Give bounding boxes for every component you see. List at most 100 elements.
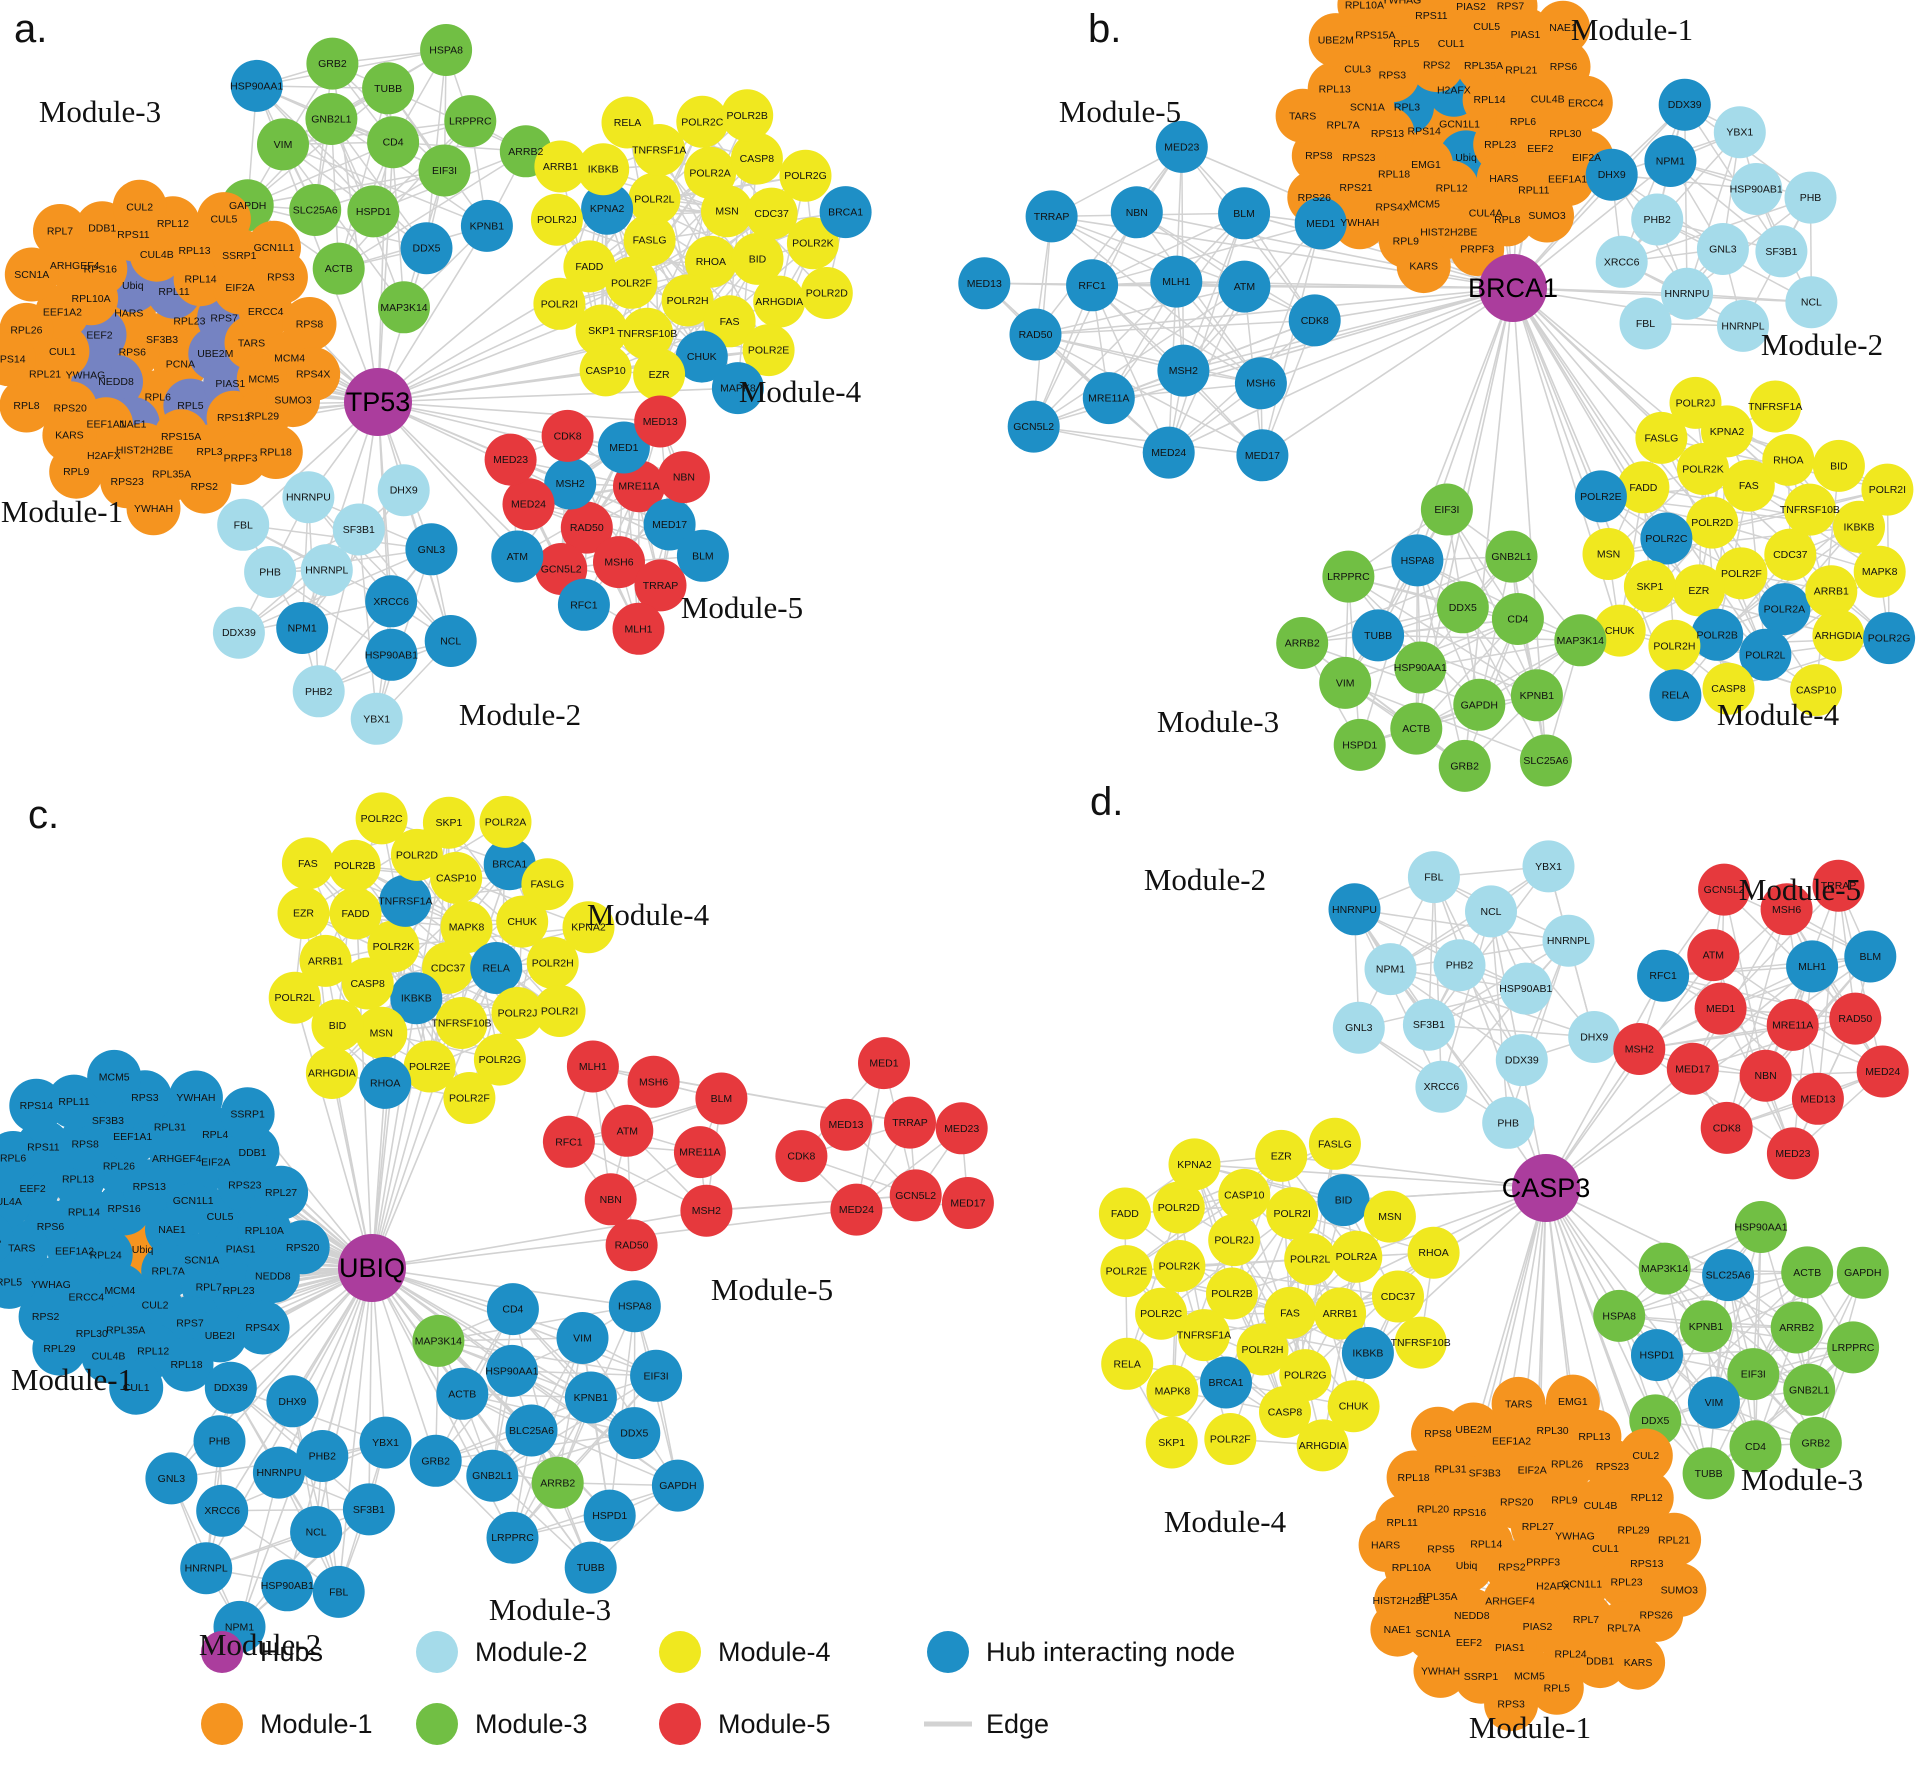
node-YWHAH[interactable] xyxy=(126,481,181,536)
node-YBX1[interactable] xyxy=(1522,840,1575,893)
node-CUL4A[interactable] xyxy=(0,1174,32,1229)
node-BRCA1[interactable] xyxy=(819,186,872,239)
node-HSPD1[interactable] xyxy=(583,1489,636,1542)
node-DDX5[interactable] xyxy=(1436,581,1489,634)
node-ARRB1[interactable] xyxy=(299,934,352,987)
node-GRB2[interactable] xyxy=(1438,739,1491,792)
node-HSP90AB1[interactable] xyxy=(261,1559,314,1612)
node-SCN1A[interactable] xyxy=(4,247,59,302)
node-KPNA2[interactable] xyxy=(581,182,634,235)
node-RPS20[interactable] xyxy=(275,1220,330,1275)
node-SF3B1[interactable] xyxy=(1402,998,1455,1051)
node-MLH1[interactable] xyxy=(612,602,665,655)
node-KPNA2[interactable] xyxy=(1168,1138,1221,1191)
node-TRRAP[interactable] xyxy=(1025,190,1078,243)
node-ARRB2[interactable] xyxy=(1770,1301,1823,1354)
node-NCL[interactable] xyxy=(424,615,477,667)
node-DDX39[interactable] xyxy=(204,1361,257,1414)
node-GAPDH[interactable] xyxy=(1836,1246,1889,1299)
node-TNFRSF10B[interactable] xyxy=(435,997,488,1049)
node-BID[interactable] xyxy=(311,999,364,1052)
node-PHB2[interactable] xyxy=(292,665,345,718)
node-HSPD1[interactable] xyxy=(1333,718,1386,771)
node-POLR2I[interactable] xyxy=(533,277,586,330)
node-POLR2B[interactable] xyxy=(1206,1267,1258,1320)
node-HNRNPL[interactable] xyxy=(1717,299,1769,352)
node-RFC1[interactable] xyxy=(557,578,610,631)
node-MED23[interactable] xyxy=(935,1102,988,1155)
node-MAP3K14[interactable] xyxy=(378,281,430,334)
node-PHB[interactable] xyxy=(1482,1096,1535,1149)
node-DDB1[interactable] xyxy=(1573,1634,1628,1689)
node-MED17[interactable] xyxy=(1666,1042,1719,1095)
node-SF3B1[interactable] xyxy=(332,503,385,556)
node-VIM[interactable] xyxy=(257,118,309,171)
node-POLR2H[interactable] xyxy=(1648,619,1701,672)
node-MLH1[interactable] xyxy=(566,1040,619,1093)
node-CDC37[interactable] xyxy=(745,187,798,240)
node-HNRNPU[interactable] xyxy=(282,471,335,524)
node-POLR2C[interactable] xyxy=(1640,512,1693,565)
node-FASLG[interactable] xyxy=(1308,1117,1361,1170)
node-MSH2[interactable] xyxy=(680,1184,733,1237)
node-MED13[interactable] xyxy=(820,1098,872,1151)
node-MAP3K14[interactable] xyxy=(412,1314,465,1367)
node-YBX1[interactable] xyxy=(359,1416,412,1469)
node-GNL3[interactable] xyxy=(1332,1001,1385,1054)
node-MED23[interactable] xyxy=(1766,1127,1819,1180)
node-HNRNPL[interactable] xyxy=(180,1542,233,1595)
node-SUMO3[interactable] xyxy=(1652,1563,1707,1617)
node-SKP1[interactable] xyxy=(1145,1416,1198,1469)
node-RPL9[interactable] xyxy=(49,444,104,499)
node-RFC1[interactable] xyxy=(542,1115,595,1168)
node-MED24[interactable] xyxy=(502,478,555,531)
node-MSH2[interactable] xyxy=(544,457,597,510)
node-RFC1[interactable] xyxy=(1066,259,1119,312)
node-RPL5[interactable] xyxy=(0,1254,36,1309)
node-RPL21[interactable] xyxy=(1647,1512,1702,1567)
node-SSRP1[interactable] xyxy=(220,1087,275,1142)
node-NAE1[interactable] xyxy=(1370,1602,1425,1657)
node-POLR2F[interactable] xyxy=(605,256,658,309)
node-RPL5[interactable] xyxy=(1529,1660,1584,1715)
node-TNFRSF10B[interactable] xyxy=(621,307,674,360)
node-MED24[interactable] xyxy=(1856,1045,1909,1098)
node-POLR2A[interactable] xyxy=(479,795,532,848)
node-MED24[interactable] xyxy=(1142,426,1195,479)
node-EZR[interactable] xyxy=(1255,1129,1308,1182)
node-MAP3K14[interactable] xyxy=(1554,614,1607,667)
node-RHOA[interactable] xyxy=(359,1056,412,1109)
node-POLR2G[interactable] xyxy=(1863,612,1916,665)
node-ARRB1[interactable] xyxy=(1314,1287,1367,1340)
node-FBL[interactable] xyxy=(217,498,270,551)
node-PHB[interactable] xyxy=(1784,171,1837,224)
node-MED24[interactable] xyxy=(830,1183,883,1236)
node-HSPD1[interactable] xyxy=(347,185,400,238)
node-GAPDH[interactable] xyxy=(1453,678,1506,731)
node-TRRAP[interactable] xyxy=(634,559,687,612)
node-POLR2C[interactable] xyxy=(355,792,408,845)
node-PHB2[interactable] xyxy=(1631,193,1684,246)
node-RELA[interactable] xyxy=(1101,1337,1154,1390)
node-BID[interactable] xyxy=(731,232,784,285)
node-DDX5[interactable] xyxy=(608,1407,661,1460)
node-YBX1[interactable] xyxy=(350,692,403,745)
node-EIF3I[interactable] xyxy=(630,1349,683,1402)
node-MLH1[interactable] xyxy=(1786,940,1839,993)
node-MSN[interactable] xyxy=(1363,1190,1416,1243)
node-HSP90AB1[interactable] xyxy=(365,628,418,681)
node-ARHGDIA[interactable] xyxy=(305,1047,358,1099)
node-CHUK[interactable] xyxy=(1327,1380,1380,1433)
node-YWHAH[interactable] xyxy=(1332,195,1387,250)
node-LRPPRC[interactable] xyxy=(1322,550,1375,603)
node-CASP8[interactable] xyxy=(730,132,783,185)
node-NPM1[interactable] xyxy=(276,602,329,654)
node-BRCA1[interactable] xyxy=(1200,1356,1252,1409)
node-HSPA8[interactable] xyxy=(420,24,473,76)
node-BID[interactable] xyxy=(1317,1174,1370,1227)
node-EIF3I[interactable] xyxy=(1727,1348,1780,1401)
node-LRPPRC[interactable] xyxy=(1827,1321,1880,1374)
node-SKP1[interactable] xyxy=(422,796,475,849)
node-CASP10[interactable] xyxy=(1218,1168,1271,1221)
node-CASP8[interactable] xyxy=(1702,662,1755,715)
